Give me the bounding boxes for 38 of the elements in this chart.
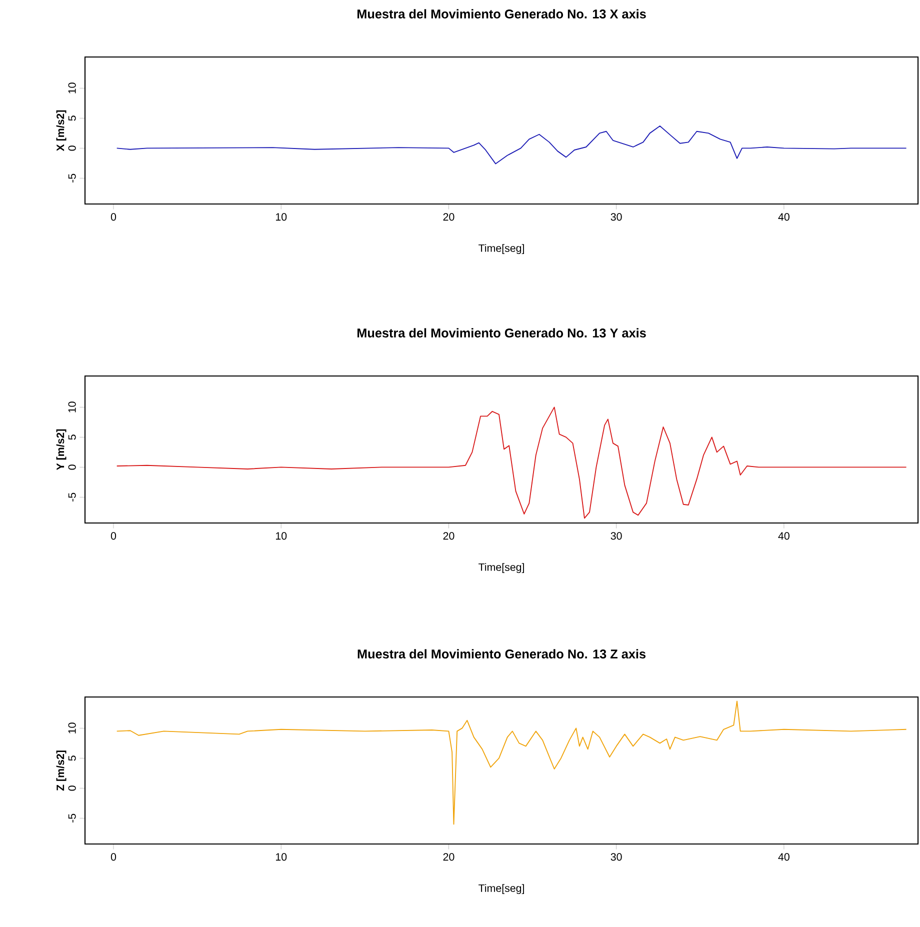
y-tick-label: 10 (68, 402, 76, 412)
x-tick-label: 0 (110, 853, 116, 861)
x-tick-label: 10 (276, 853, 287, 861)
x-tick-label: 10 (276, 532, 287, 540)
chart-title: Muestra del Movimiento Generado No. 13 X axis (357, 9, 646, 18)
y-tick-label: 0 (68, 146, 76, 151)
y-tick-label: 10 (68, 82, 76, 94)
x-tick-label: 40 (778, 213, 790, 221)
line-series (116, 126, 907, 164)
x-tick-label: 30 (610, 853, 622, 861)
y-axis-title: Y [m/s2] (56, 429, 66, 470)
x-tick-label: 20 (443, 532, 454, 540)
x-axis-title: Time[seg] (478, 884, 524, 894)
x-tick-label: 40 (778, 532, 790, 540)
y-axis-title: Z [m/s2] (56, 750, 66, 791)
x-tick-label: 0 (110, 213, 116, 221)
y-tick-label: 5 (68, 756, 76, 761)
y-axis-title: X [m/s2] (56, 110, 66, 152)
y-tick-label: 0 (68, 786, 76, 791)
y-tick-label: -5 (68, 492, 76, 502)
x-tick-label: 0 (110, 532, 116, 540)
chart-title: Muestra del Movimiento Generado No. 13 Y axis (357, 328, 646, 338)
x-tick-label: 40 (778, 853, 790, 861)
y-tick-label: -5 (68, 174, 76, 182)
chart-title: Muestra del Movimiento Generado No. 13 Z axis (358, 649, 646, 659)
x-axis-title: Time[seg] (478, 244, 524, 254)
y-tick-label: 10 (68, 722, 76, 734)
x-tick-label: 20 (443, 853, 454, 861)
x-tick-label: 30 (610, 532, 622, 540)
x-tick-label: 20 (443, 213, 454, 221)
x-axis-title: Time[seg] (478, 563, 524, 574)
line-series (116, 700, 907, 825)
y-tick-label: 5 (68, 434, 76, 440)
y-tick-label: -5 (68, 814, 76, 822)
y-tick-label: 5 (68, 116, 76, 121)
x-tick-label: 10 (276, 213, 287, 221)
x-tick-label: 30 (610, 213, 622, 221)
y-tick-label: 0 (68, 464, 76, 470)
